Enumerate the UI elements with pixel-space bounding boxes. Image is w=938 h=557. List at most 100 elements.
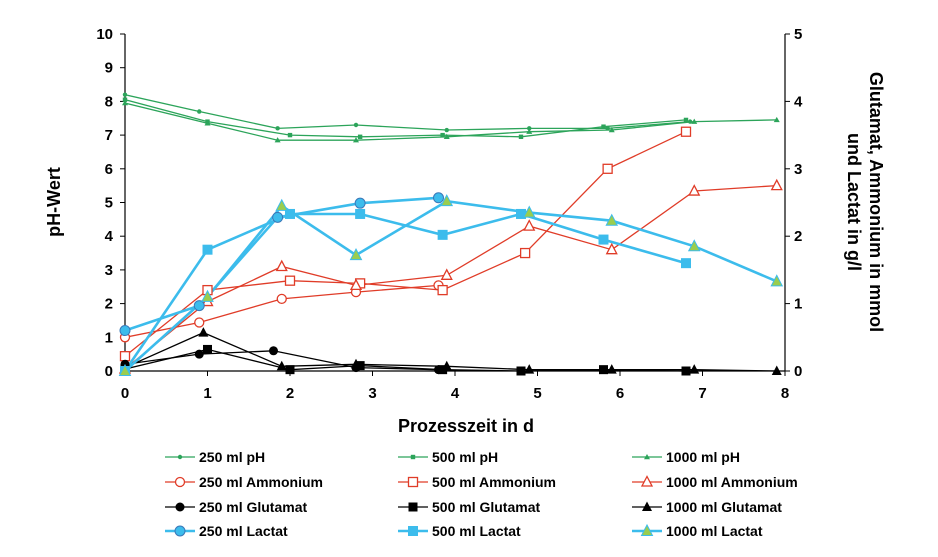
data-point — [275, 126, 280, 131]
data-point — [269, 346, 278, 356]
legend-marker — [177, 454, 183, 460]
y2-axis-title-line-1: Glutamat, Ammonium in mmol — [866, 72, 886, 332]
y-tick-label: 8 — [105, 93, 113, 110]
y2-tick-label: 0 — [794, 363, 802, 380]
legend-label: 1000 ml pH — [666, 449, 740, 465]
data-point — [683, 117, 689, 123]
data-point — [353, 122, 359, 128]
data-point — [203, 344, 212, 354]
legend-label: 250 ml Lactat — [199, 523, 288, 539]
y-tick-label: 1 — [105, 329, 113, 346]
series-markers — [118, 92, 784, 376]
data-point — [770, 274, 784, 287]
y-tick-label: 4 — [105, 228, 114, 245]
data-point — [599, 365, 608, 375]
data-point — [198, 327, 209, 337]
data-point — [122, 92, 128, 97]
data-point — [523, 219, 536, 231]
data-point — [444, 127, 449, 133]
data-point — [608, 127, 615, 133]
data-point — [688, 184, 701, 196]
data-point — [440, 132, 445, 138]
data-point — [681, 366, 691, 376]
x-tick-label: 8 — [781, 385, 789, 402]
series-line — [124, 99, 687, 138]
y-tick-label: 10 — [96, 26, 113, 43]
data-point — [605, 126, 610, 131]
data-point — [602, 163, 613, 174]
data-point — [276, 360, 287, 371]
y-tick-label: 9 — [105, 60, 113, 77]
legend-item: 500 ml Ammonium — [398, 474, 556, 490]
legend-label: 500 ml Glutamat — [432, 499, 540, 515]
legend-label: 1000 ml Glutamat — [666, 499, 782, 515]
data-point — [276, 293, 287, 305]
data-point — [519, 247, 531, 259]
legend-marker — [640, 523, 654, 536]
data-point — [437, 284, 448, 296]
data-point — [687, 239, 701, 252]
legend-item: 250 ml Ammonium — [165, 474, 323, 490]
series-lines — [123, 94, 778, 372]
data-point — [197, 109, 202, 114]
data-point — [122, 100, 128, 106]
data-point — [524, 364, 535, 374]
data-point — [284, 275, 296, 286]
y-tick-label: 6 — [105, 161, 113, 178]
data-point — [122, 97, 128, 102]
legend: 250 ml pH 500 ml pH 1000 ml pH 250 ml Ammon… — [165, 449, 798, 539]
y-tick-label: 3 — [105, 262, 113, 279]
data-point — [771, 365, 782, 375]
data-point — [518, 134, 524, 139]
data-point — [275, 198, 289, 211]
data-point — [275, 259, 288, 272]
data-point — [770, 178, 783, 191]
legend-item: 1000 ml Lactat — [632, 523, 763, 539]
data-point — [119, 325, 131, 337]
data-point — [605, 242, 618, 255]
data-point — [687, 119, 693, 124]
data-point — [193, 300, 205, 312]
y2-tick-label: 3 — [794, 161, 802, 178]
data-point — [355, 361, 365, 371]
data-point — [606, 364, 617, 374]
y-tick-label: 7 — [105, 127, 113, 144]
legend-item: 1000 ml Glutamat — [632, 499, 782, 515]
data-point — [272, 211, 284, 223]
data-point — [349, 247, 363, 261]
data-point — [440, 268, 453, 280]
legend-item: 500 ml Lactat — [398, 523, 521, 539]
x-tick-label: 1 — [203, 385, 211, 402]
x-tick-label: 5 — [533, 385, 541, 402]
data-point — [437, 229, 448, 240]
data-point — [522, 205, 536, 218]
x-axis-title: Prozesszeit in d — [398, 416, 534, 436]
data-point — [441, 360, 452, 371]
data-point — [691, 118, 698, 124]
data-point — [201, 289, 214, 302]
legend-marker — [642, 501, 652, 511]
data-point — [118, 363, 132, 376]
data-point — [351, 358, 361, 369]
legend-label: 250 ml pH — [199, 449, 265, 465]
legend-marker — [408, 526, 418, 536]
data-point — [357, 134, 363, 139]
x-tick-label: 0 — [121, 385, 129, 402]
data-point — [443, 133, 450, 139]
y-axis-title: pH-Wert — [44, 167, 64, 237]
legend-marker — [408, 502, 418, 512]
y2-tick-label: 4 — [794, 93, 803, 110]
data-point — [681, 258, 691, 269]
legend-marker — [174, 525, 186, 537]
legend-label: 500 ml Ammonium — [432, 474, 556, 490]
x-tick-label: 4 — [451, 385, 460, 402]
data-point — [527, 126, 532, 131]
legend-label: 500 ml Lactat — [432, 523, 521, 539]
legend-marker — [174, 476, 186, 488]
y2-tick-label: 1 — [794, 296, 802, 313]
data-point — [285, 365, 295, 375]
legend-item: 1000 ml Ammonium — [632, 474, 798, 490]
y2-axis-title: Glutamat, Ammonium in mmol und Lactat in… — [844, 72, 886, 332]
legend-item: 1000 ml pH — [632, 449, 740, 465]
data-point — [353, 137, 359, 143]
